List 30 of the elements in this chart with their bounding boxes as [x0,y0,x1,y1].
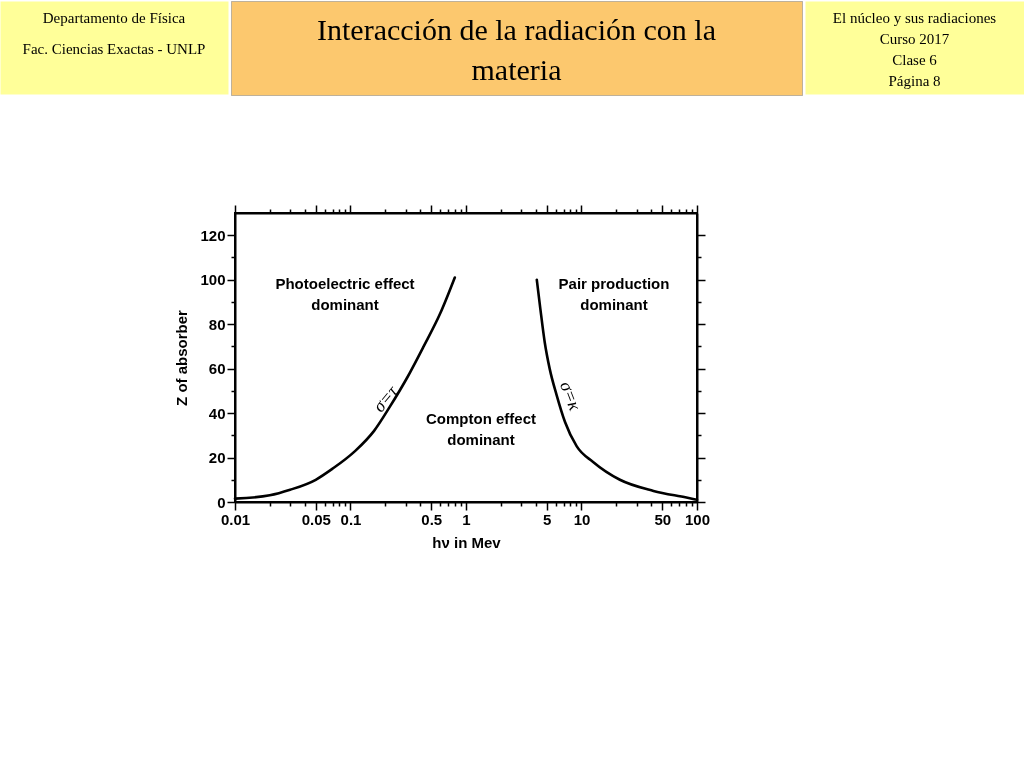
text: Clase 6 [892,52,938,68]
text: σ=τ [368,381,403,416]
y-tick-label: 20 [208,449,226,467]
y-tick-label: 80 [208,315,226,333]
x-tick-label: 0.05 [301,510,331,528]
text: Fac. Ciencias Exactas - UNLP [22,41,206,57]
chart-title: Interacción de la radiación con la materia [317,13,716,86]
text: Curso 2017 [879,31,950,47]
x-tick-label: 1 [462,510,471,528]
text: σ=κ [555,378,586,414]
x-tick-label: 0.5 [421,510,443,528]
x-axis-title: hν in Mev [432,533,502,551]
text: Página 8 [888,73,941,89]
y-tick-label: 60 [208,360,226,378]
y-tick-label: 40 [208,404,226,422]
annotation: Compton effect dominant [426,409,536,448]
y-tick-label: 0 [217,493,226,511]
annotation: Photoelectric effect dominant [275,275,415,313]
text: El núcleo y sus radiaciones [832,10,997,26]
x-tick-label: 0.1 [340,510,362,528]
text: Departamento de Física [42,10,186,26]
x-tick-label: 0.01 [220,510,251,528]
x-tick-label: 100 [684,510,711,528]
y-tick-label: 120 [200,226,226,244]
y-axis-title: Z of absorber [173,309,191,406]
y-tick-label: 100 [200,271,226,289]
x-tick-label: 50 [654,510,672,528]
x-tick-label: 5 [543,510,552,528]
x-tick-label: 10 [573,510,591,528]
annotation: Pair production dominant [558,275,670,313]
